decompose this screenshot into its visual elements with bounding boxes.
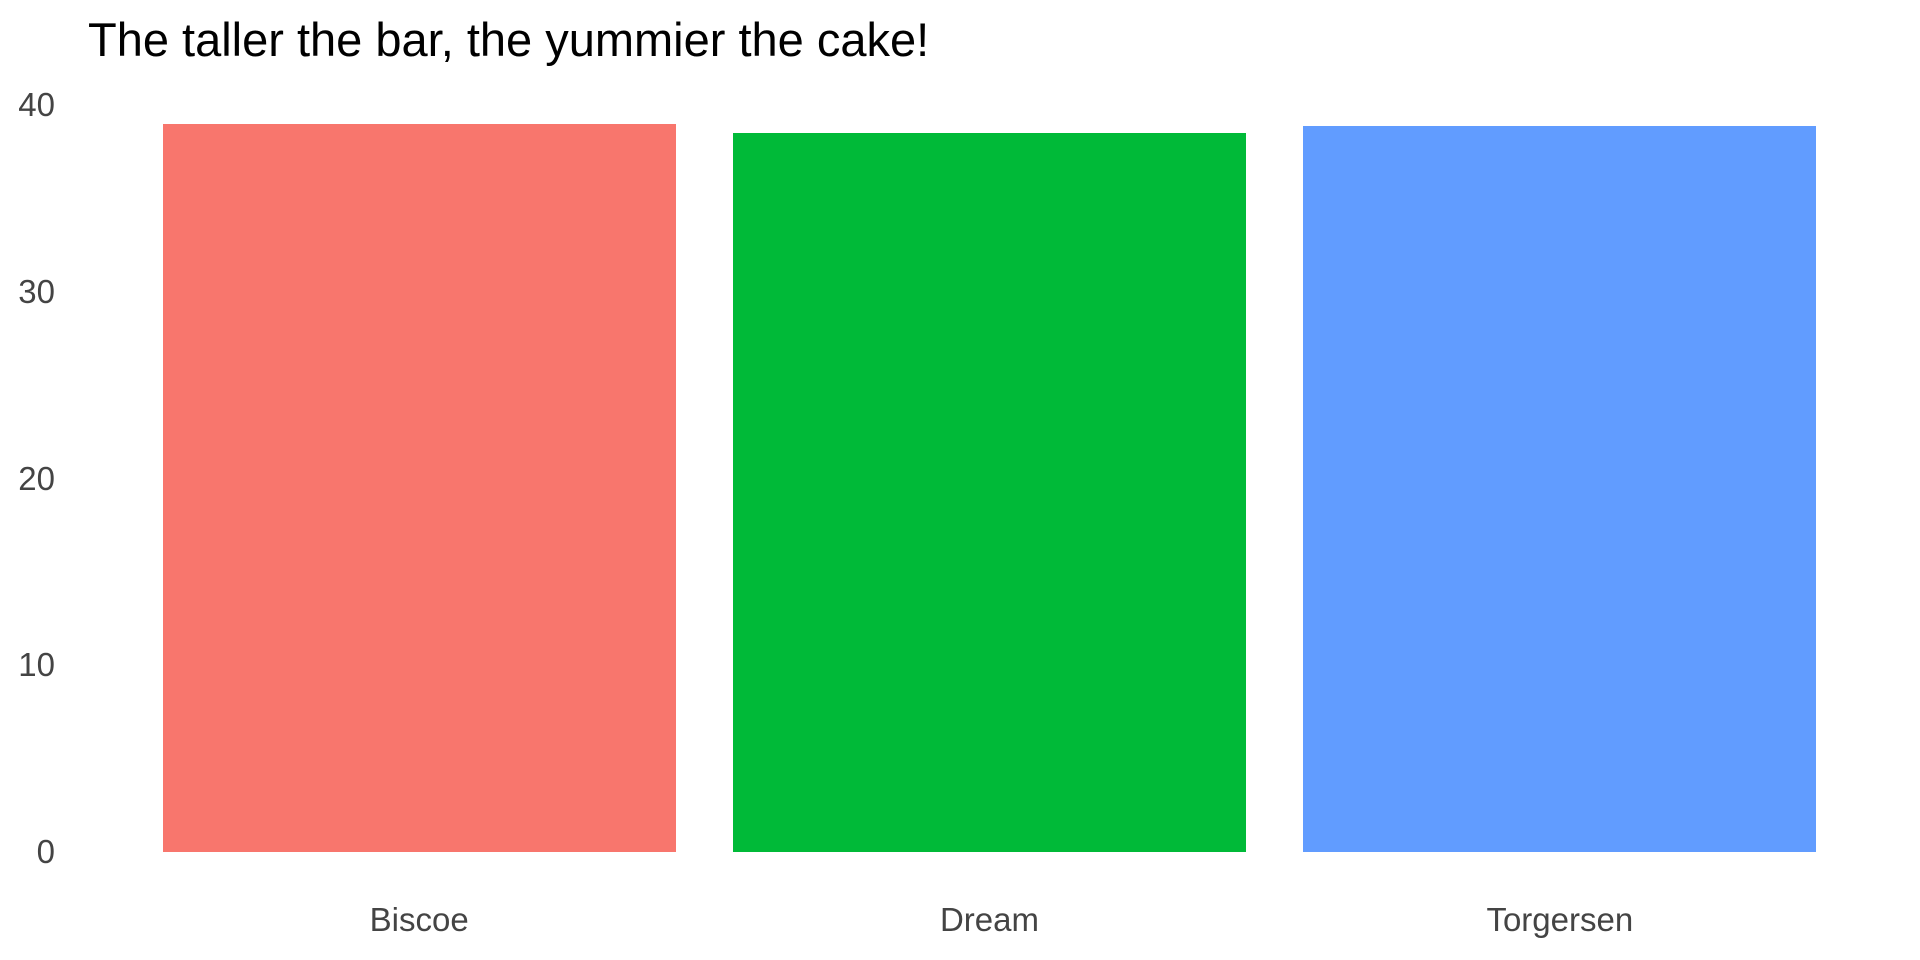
x-tick-label: Dream [939,901,1039,938]
x-axis: Biscoe Dream Torgersen [134,900,1845,940]
x-tick-label: Biscoe [369,901,469,938]
y-tick-label: 40 [18,86,55,123]
y-tick-label: 30 [18,272,55,310]
x-tick-label: Torgersen [1486,901,1634,938]
bar-biscoe [162,123,676,852]
bar-slot [1275,105,1845,852]
bars-container [134,105,1845,852]
bar-slot [134,105,704,852]
bar-slot [704,105,1274,852]
chart-title: The taller the bar, the yummier the cake… [88,13,930,66]
y-tick-label: 20 [18,459,55,497]
bar-dream [732,133,1247,852]
y-tick-label: 0 [36,833,55,870]
y-axis: 0 10 20 30 40 [0,0,55,960]
plot-area [134,105,1845,852]
bar-torgersen [1303,125,1817,852]
y-tick-label: 10 [18,646,55,684]
